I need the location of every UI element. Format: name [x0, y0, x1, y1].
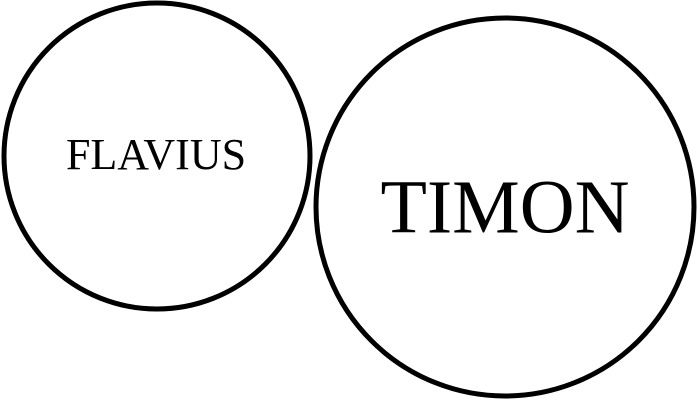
timon-label: TIMON — [380, 165, 629, 249]
flavius-node: FLAVIUS — [1, 0, 313, 312]
flavius-label: FLAVIUS — [66, 130, 246, 179]
timon-node: TIMON — [313, 15, 697, 399]
flavius-circle — [1, 0, 313, 312]
timon-circle — [313, 15, 697, 399]
